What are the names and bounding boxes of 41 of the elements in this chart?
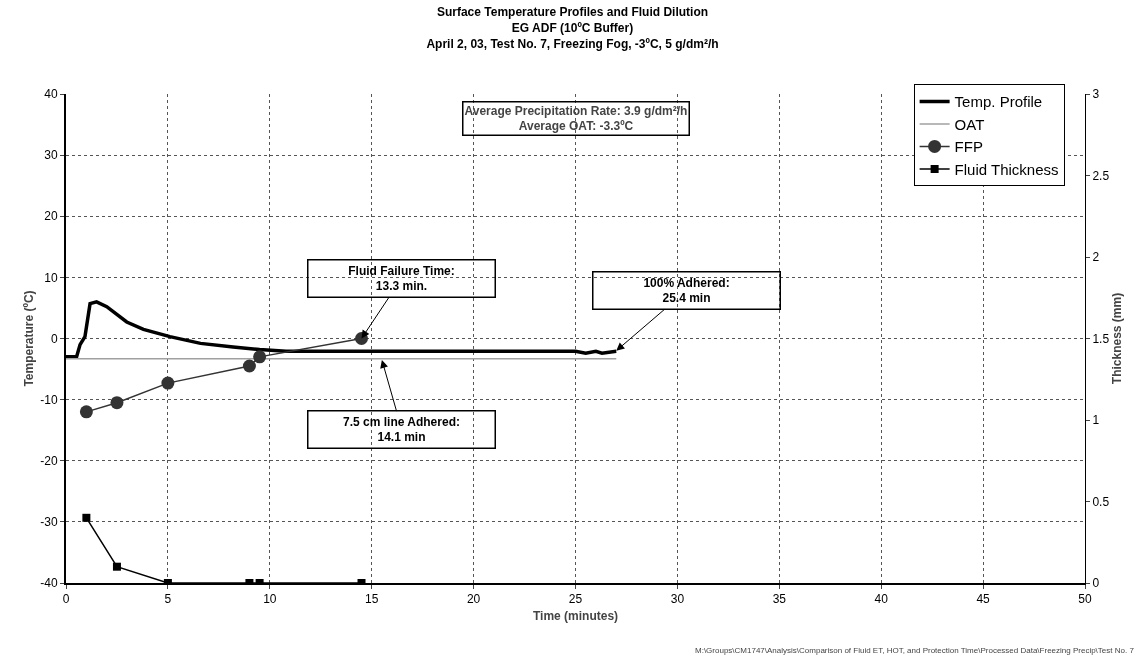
x-tick-label: 5 bbox=[164, 592, 172, 607]
annotation: 7.5 cm line Adhered: 14.1 min bbox=[343, 414, 460, 445]
y2-tick-label: 1 bbox=[1092, 413, 1100, 428]
y-tick-label: 20 bbox=[44, 209, 58, 224]
x-tick-label: 15 bbox=[365, 592, 379, 607]
y2-tick-label: 3 bbox=[1092, 87, 1100, 102]
chart-subtitle: EG ADF (10ºC Buffer) April 2, 03, Test No. 7, Freezing Fog, -3ºC, 5 g/dm²/h bbox=[426, 20, 719, 51]
legend-label: FFP bbox=[954, 138, 983, 156]
y2-tick-label: 1.5 bbox=[1092, 331, 1110, 346]
y-tick-label: 0 bbox=[50, 331, 58, 346]
y-tick-label: 30 bbox=[44, 148, 58, 163]
legend-label: Fluid Thickness bbox=[954, 160, 1059, 178]
y-tick-label: -30 bbox=[40, 515, 58, 530]
y-tick-label: -20 bbox=[40, 453, 58, 468]
x-tick-label: 20 bbox=[466, 592, 481, 607]
y2-tick-label: 2 bbox=[1092, 250, 1100, 265]
x-tick-label: 40 bbox=[874, 592, 889, 607]
y2-tick-label: 2.5 bbox=[1092, 168, 1110, 183]
x-tick-label: 35 bbox=[772, 592, 787, 607]
legend-label: OAT bbox=[954, 115, 985, 133]
y-tick-label: 40 bbox=[44, 87, 58, 102]
y2-tick-label: 0.5 bbox=[1092, 494, 1110, 509]
annotation: Average Precipitation Rate: 3.9 g/dm²/h Average OAT: -3.3ºC bbox=[464, 103, 688, 134]
chart-title: Surface Temperature Profiles and Fluid Dilution bbox=[436, 5, 709, 20]
y-tick-label: 10 bbox=[44, 270, 58, 285]
x-tick-label: 30 bbox=[670, 592, 685, 607]
x-tick-label: 25 bbox=[568, 592, 583, 607]
x-tick-label: 0 bbox=[62, 592, 70, 607]
x-axis-title: Time (minutes) bbox=[532, 608, 619, 623]
x-tick-label: 10 bbox=[263, 592, 277, 607]
text: M:\Groups\CM1747\Analysis\Comparison of Fluid ET, HOT, and Protection Time\Processed Data\Freezing Precip\Test No. 7 bbox=[695, 646, 1135, 655]
annotation: 100% Adhered: 25.4 min bbox=[643, 275, 730, 306]
y-tick-label: -10 bbox=[40, 392, 58, 407]
y-axis-title: Temperature (ºC) bbox=[22, 290, 37, 387]
legend-label: Temp. Profile bbox=[954, 93, 1043, 111]
y-tick-label: -40 bbox=[40, 576, 58, 591]
x-tick-label: 45 bbox=[976, 592, 991, 607]
y2-tick-label: 0 bbox=[1092, 576, 1100, 591]
y2-axis-title: Thickness (mm) bbox=[1110, 292, 1125, 385]
annotation: Fluid Failure Time: 13.3 min. bbox=[348, 263, 455, 294]
x-tick-label: 50 bbox=[1078, 592, 1092, 607]
